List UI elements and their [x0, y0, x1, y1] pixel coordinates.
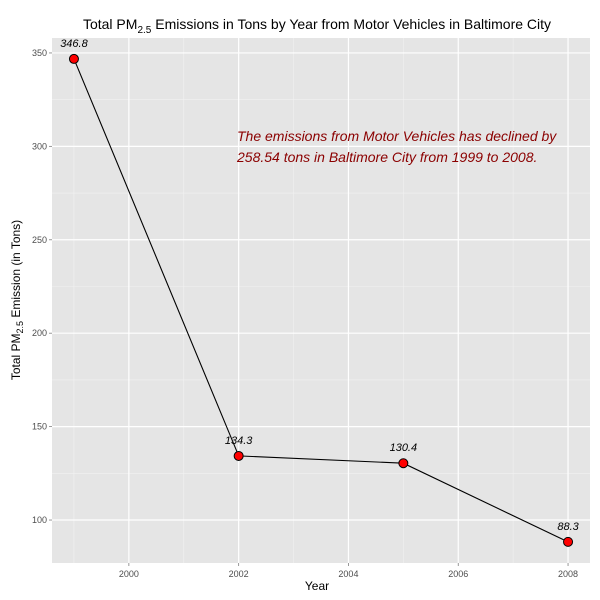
- y-tick-label: 100: [32, 515, 47, 525]
- emissions-series: [68, 53, 574, 547]
- chart-title-subscript: 2.5: [137, 25, 151, 36]
- data-label: 88.3: [557, 521, 579, 533]
- y-tick-label: 300: [32, 141, 47, 151]
- x-tick-label: 2006: [448, 569, 468, 579]
- series-line: [73, 58, 569, 543]
- x-tick-label: 2000: [119, 569, 139, 579]
- annotation-line-2: 258.54 tons in Baltimore City from 1999 …: [236, 149, 537, 165]
- annotation-line-1: The emissions from Motor Vehicles has de…: [237, 128, 557, 144]
- major-gridlines: [52, 38, 590, 563]
- data-label: 346.8: [60, 38, 88, 50]
- data-labels: 346.8 134.3 130.4 88.3: [60, 38, 579, 533]
- y-axis-title-prefix: Total PM: [9, 333, 23, 380]
- x-axis-title: Year: [305, 579, 329, 593]
- x-tick-label: 2004: [338, 569, 358, 579]
- chart-title: Total PM2.5 Emissions in Tons by Year fr…: [83, 16, 551, 36]
- y-tick-label: 250: [32, 235, 47, 245]
- data-point: [68, 53, 79, 64]
- data-label: 130.4: [390, 442, 418, 454]
- data-point: [563, 536, 574, 547]
- y-tick-label: 350: [32, 48, 47, 58]
- chart-title-prefix: Total PM: [83, 16, 137, 32]
- x-axis: 2000 2002 2004 2006 2008: [119, 563, 578, 579]
- x-tick-label: 2002: [229, 569, 249, 579]
- y-axis-title-suffix: Emission (in Tons): [9, 220, 23, 321]
- data-point: [233, 450, 244, 461]
- y-tick-label: 150: [32, 422, 47, 432]
- data-point: [398, 458, 409, 469]
- x-tick-label: 2008: [558, 569, 578, 579]
- data-label: 134.3: [225, 435, 253, 447]
- y-tick-label: 200: [32, 328, 47, 338]
- y-axis-title-subscript: 2.5: [15, 321, 25, 334]
- plot-panel: [52, 38, 590, 563]
- y-axis-title: Total PM2.5 Emission (in Tons): [9, 220, 25, 380]
- y-axis: 100 150 200 250 300 350: [32, 48, 52, 525]
- minor-gridlines: [52, 38, 590, 563]
- chart-title-suffix: Emissions in Tons by Year from Motor Veh…: [151, 16, 551, 32]
